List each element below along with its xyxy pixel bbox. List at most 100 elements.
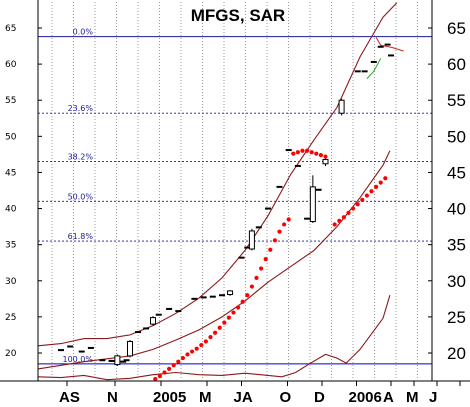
sar-dot: [263, 257, 268, 262]
sar-dot: [208, 335, 213, 340]
sar-dot: [162, 370, 167, 375]
x-tick-label: N: [107, 389, 118, 406]
x-tick-label: AS: [59, 389, 80, 406]
left-tick-label: 25: [5, 313, 16, 323]
sar-dot: [341, 215, 346, 220]
candle: [127, 340, 133, 358]
sar-dot: [213, 330, 218, 335]
sar-dot: [332, 222, 337, 227]
x-tick-label: O: [280, 389, 292, 406]
candle-body: [150, 317, 156, 325]
fibonacci-levels: 0.0% 23.6% 38.2% 50.0% 61.8% 100.0%: [38, 28, 432, 365]
left-tick-label: 55: [5, 96, 16, 106]
candle-body: [322, 158, 329, 165]
sar-dot: [351, 206, 356, 211]
right-tick-label: 40: [447, 200, 466, 219]
candle-body: [114, 355, 121, 366]
candle: [227, 290, 234, 296]
fib-level-label: 38.2%: [68, 153, 94, 162]
sar-dot: [240, 299, 245, 304]
upper-band: [37, 2, 398, 347]
candle: [309, 175, 316, 223]
sar-dot: [323, 154, 328, 159]
sar-dot: [199, 342, 204, 348]
red-trend-line: [375, 37, 404, 52]
sar-dot: [203, 339, 208, 344]
parabolic-sar: [153, 148, 388, 382]
left-tick-label: 35: [5, 241, 16, 251]
trend-lines: [366, 37, 404, 79]
sar-dot: [272, 238, 277, 243]
left-tick-label: 50: [5, 132, 17, 142]
candle-body: [309, 186, 316, 223]
left-tick-label: 65: [5, 24, 16, 34]
left-tick-label: 20: [5, 349, 17, 359]
candle-body: [248, 230, 255, 250]
fib-level-label: 50.0%: [68, 192, 94, 201]
sar-dot: [286, 217, 291, 222]
sar-dot: [282, 222, 287, 227]
sar-dot: [305, 148, 310, 153]
price-candles: [58, 43, 395, 366]
right-tick-label: 45: [447, 163, 466, 182]
sar-dot: [383, 176, 388, 181]
sar-dot: [217, 325, 222, 330]
lower-indicator-line: [37, 295, 391, 381]
sar-dot: [226, 315, 231, 320]
sar-dot: [194, 346, 199, 351]
sar-dot: [236, 305, 241, 310]
sar-dot: [245, 293, 250, 298]
candle-body: [338, 99, 345, 114]
sar-dot: [300, 148, 305, 153]
sar-dot: [190, 349, 195, 354]
sar-dot: [374, 184, 379, 189]
right-tick-label: 65: [447, 19, 466, 38]
sar-dot: [171, 363, 176, 368]
right-tick-label: 50: [447, 127, 466, 146]
sar-dot: [249, 284, 254, 289]
sar-dot: [180, 355, 185, 361]
left-tick-label: 60: [5, 60, 17, 70]
sar-dot: [222, 320, 227, 325]
right-tick-label: 55: [447, 91, 466, 110]
sar-dot: [231, 310, 236, 315]
sar-dot: [185, 352, 190, 357]
left-tick-label: 30: [5, 277, 17, 287]
sar-dot: [295, 150, 300, 155]
sar-dot: [254, 275, 259, 280]
envelope-bands: [37, 2, 398, 381]
sar-dot: [337, 218, 342, 223]
candle: [150, 316, 156, 326]
x-tick-label: D: [314, 389, 325, 406]
right-tick-label: 20: [447, 344, 466, 363]
x-tick-label: M: [199, 389, 212, 406]
sar-dot: [355, 202, 360, 207]
sar-dot: [157, 374, 162, 379]
candle: [338, 98, 345, 116]
candle: [322, 158, 329, 166]
lower-band: [37, 150, 391, 370]
right-tick-label: 60: [447, 55, 466, 74]
candle: [248, 228, 255, 251]
fib-level-label: 100.0%: [62, 355, 93, 364]
right-tick-label: 25: [447, 308, 466, 327]
sar-dot: [364, 193, 369, 198]
green-trend-line: [366, 58, 382, 79]
left-tick-label: 45: [5, 168, 16, 178]
sar-dot: [153, 376, 158, 382]
sar-dot: [360, 197, 365, 202]
gridlines: [51, 2, 418, 380]
x-tick-label: A: [383, 389, 394, 406]
sar-dot: [314, 151, 319, 156]
right-tick-label: 30: [447, 272, 466, 291]
sar-dot: [378, 180, 383, 185]
candle-body: [127, 340, 133, 357]
sar-dot: [346, 210, 351, 215]
sar-dot: [176, 359, 181, 364]
sar-dot: [277, 229, 282, 234]
sar-dot: [309, 150, 314, 155]
sar-dot: [318, 153, 323, 158]
right-tick-label: 35: [447, 236, 466, 255]
x-tick-label: JA: [234, 389, 253, 406]
